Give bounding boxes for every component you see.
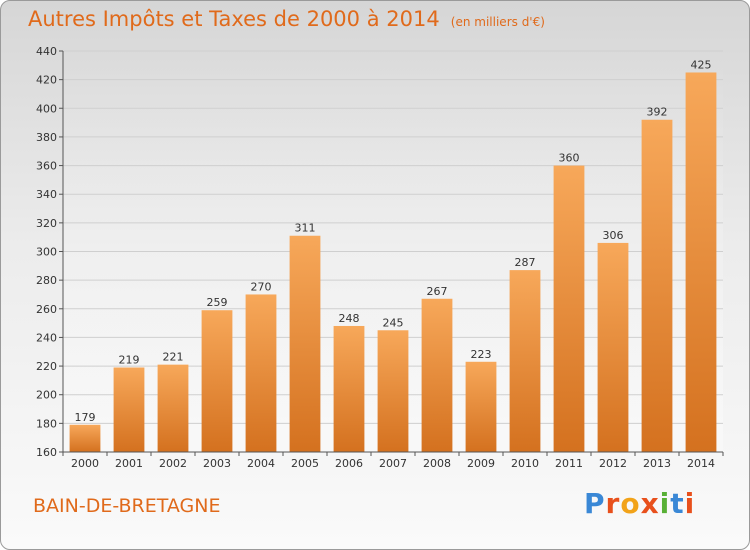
x-tick-label: 2011 (555, 457, 583, 470)
bar-value-label: 248 (339, 312, 360, 325)
y-tick-label: 400 (36, 102, 57, 115)
bar-value-label: 179 (75, 411, 96, 424)
bar (245, 294, 277, 452)
bar (465, 361, 497, 452)
x-tick-label: 2012 (599, 457, 627, 470)
chart-title-unit: (en milliers d'€) (450, 15, 545, 29)
x-tick-label: 2002 (159, 457, 187, 470)
bar-value-label: 306 (603, 229, 624, 242)
bar (289, 235, 321, 452)
bar (685, 72, 717, 452)
x-tick-label: 2003 (203, 457, 231, 470)
y-tick-label: 200 (36, 389, 57, 402)
x-tick-label: 2010 (511, 457, 539, 470)
x-tick-label: 2000 (71, 457, 99, 470)
x-tick-label: 2005 (291, 457, 319, 470)
x-tick-label: 2013 (643, 457, 671, 470)
bar (333, 325, 365, 452)
y-tick-label: 260 (36, 303, 57, 316)
y-tick-label: 380 (36, 131, 57, 144)
x-tick-label: 2001 (115, 457, 143, 470)
bars: 179 219 221 259 270 311 248 245 267 223 287 360 306 3… (69, 58, 717, 453)
y-tick-label: 220 (36, 360, 57, 373)
x-tick-label: 2009 (467, 457, 495, 470)
bar (201, 310, 233, 452)
proxiti-logo[interactable]: Proxiti (584, 487, 696, 520)
bar (641, 119, 673, 452)
bar-value-label: 270 (251, 280, 272, 293)
bar-value-label: 267 (427, 285, 448, 298)
bar-value-label: 287 (515, 256, 536, 269)
bar (69, 424, 101, 452)
bar-value-label: 259 (207, 296, 228, 309)
bar-value-label: 245 (383, 316, 404, 329)
y-tick-label: 420 (36, 74, 57, 87)
x-tick-label: 2008 (423, 457, 451, 470)
bar (377, 330, 409, 452)
y-tick-label: 340 (36, 188, 57, 201)
y-tick-label: 300 (36, 246, 57, 259)
y-tick-label: 440 (36, 45, 57, 58)
x-tick-label: 2007 (379, 457, 407, 470)
y-tick-label: 280 (36, 274, 57, 287)
x-tick-label: 2014 (687, 457, 715, 470)
y-tick-label: 240 (36, 331, 57, 344)
bar (597, 242, 629, 452)
x-tick-label: 2006 (335, 457, 363, 470)
bar (553, 165, 585, 453)
axes: 160 180 200 220 240 260 280 300 320 340 360 380 400 4… (36, 45, 724, 470)
bar-value-label: 360 (559, 152, 580, 165)
bar-value-label: 221 (163, 351, 184, 364)
chart-title-main: Autres Impôts et Taxes de 2000 à 2014 (28, 7, 440, 31)
bar-value-label: 392 (647, 106, 668, 119)
x-tick-label: 2004 (247, 457, 275, 470)
y-tick-label: 160 (36, 446, 57, 459)
bar-value-label: 425 (691, 58, 712, 71)
bar-value-label: 223 (471, 348, 492, 361)
bar (421, 298, 453, 452)
y-tick-label: 360 (36, 160, 57, 173)
bar-value-label: 219 (119, 354, 140, 367)
y-tick-label: 320 (36, 217, 57, 230)
bar (113, 367, 145, 452)
bar (157, 364, 189, 452)
chart-title: Autres Impôts et Taxes de 2000 à 2014 (e… (28, 7, 545, 31)
y-tick-label: 180 (36, 417, 57, 430)
bar-value-label: 311 (295, 222, 316, 235)
bar (509, 270, 541, 452)
commune-name: BAIN-DE-BRETAGNE (33, 495, 221, 517)
